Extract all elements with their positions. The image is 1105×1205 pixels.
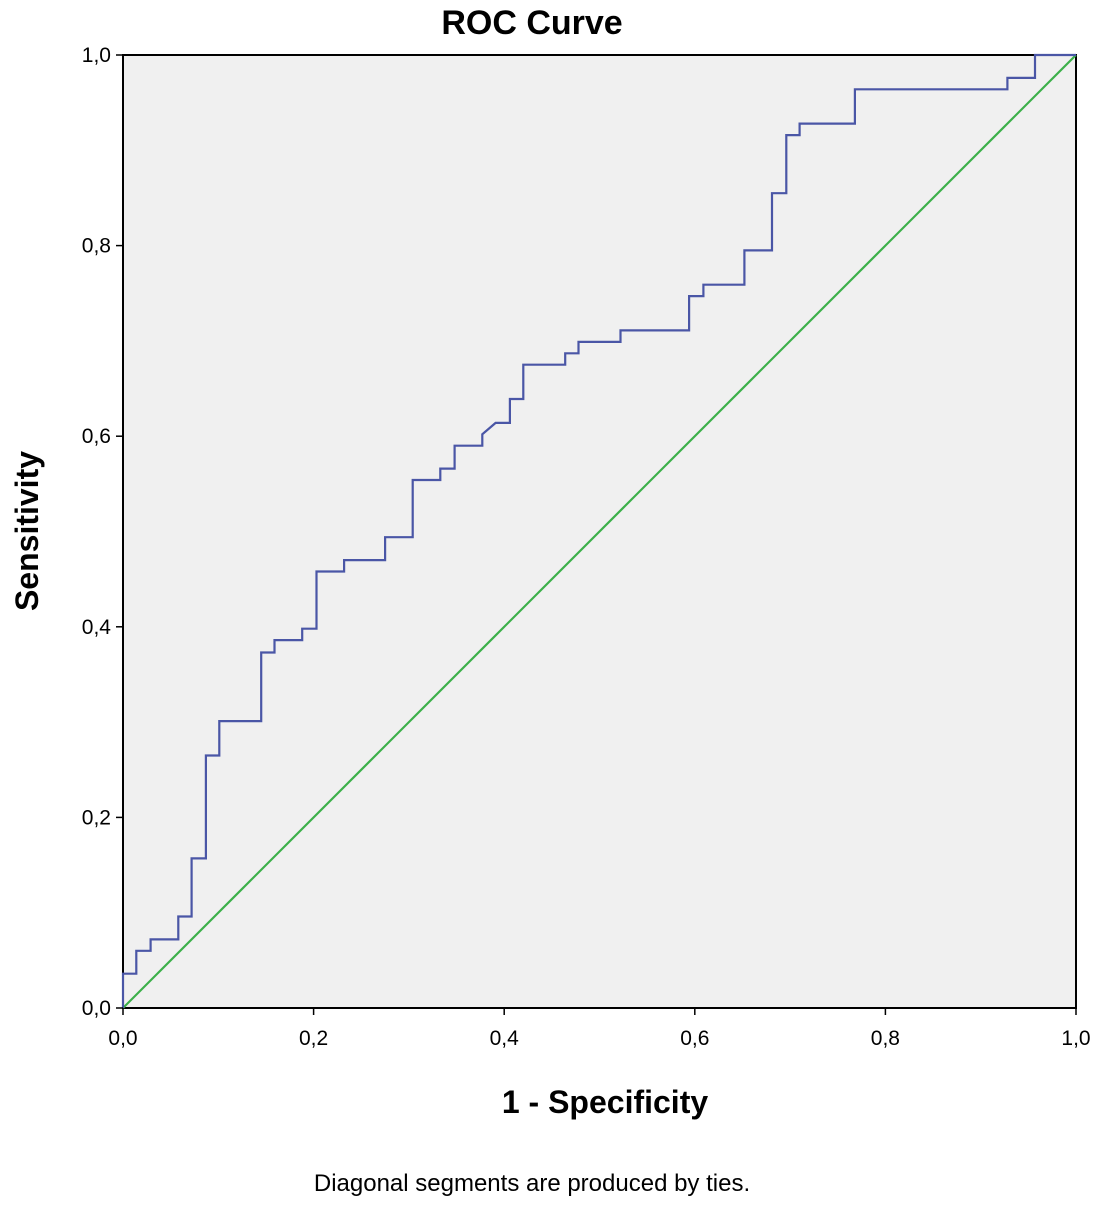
y-axis-title: Sensitivity xyxy=(9,451,45,611)
y-tick-label: 0,0 xyxy=(82,997,111,1020)
x-tick-label: 0,6 xyxy=(680,1027,709,1050)
x-axis-title: 1 - Specificity xyxy=(502,1084,709,1120)
x-tick-label: 0,4 xyxy=(490,1027,520,1050)
y-tick-label: 0,4 xyxy=(82,616,112,639)
x-axis: 0,0 0,2 0,4 0,6 0,8 1,0 xyxy=(108,1008,1091,1050)
y-tick-label: 0,6 xyxy=(82,425,111,448)
roc-curve-line xyxy=(121,53,1076,1008)
y-tick-label: 0,8 xyxy=(82,235,111,258)
reference-line xyxy=(122,54,1077,1009)
x-tick-label: 0,0 xyxy=(108,1027,137,1050)
roc-curve xyxy=(121,53,1076,1008)
y-tick-label: 0,2 xyxy=(82,806,111,829)
x-tick-label: 0,8 xyxy=(871,1027,900,1050)
x-tick-label: 0,2 xyxy=(299,1027,328,1050)
footnote: Diagonal segments are produced by ties. xyxy=(314,1170,750,1197)
x-tick-label: 1,0 xyxy=(1061,1027,1090,1050)
chart-title: ROC Curve xyxy=(441,4,622,42)
reference-diagonal-line xyxy=(122,54,1077,1009)
y-tick-label: 1,0 xyxy=(82,44,111,67)
y-axis: 0,0 0,2 0,4 0,6 0,8 1,0 xyxy=(82,44,123,1020)
